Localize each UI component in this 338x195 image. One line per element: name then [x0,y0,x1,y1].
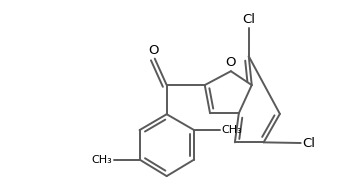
Text: Cl: Cl [303,136,316,150]
Text: CH₃: CH₃ [222,125,242,135]
Text: O: O [226,56,236,69]
Text: CH₃: CH₃ [91,155,112,165]
Text: O: O [148,44,159,57]
Text: Cl: Cl [242,13,255,26]
